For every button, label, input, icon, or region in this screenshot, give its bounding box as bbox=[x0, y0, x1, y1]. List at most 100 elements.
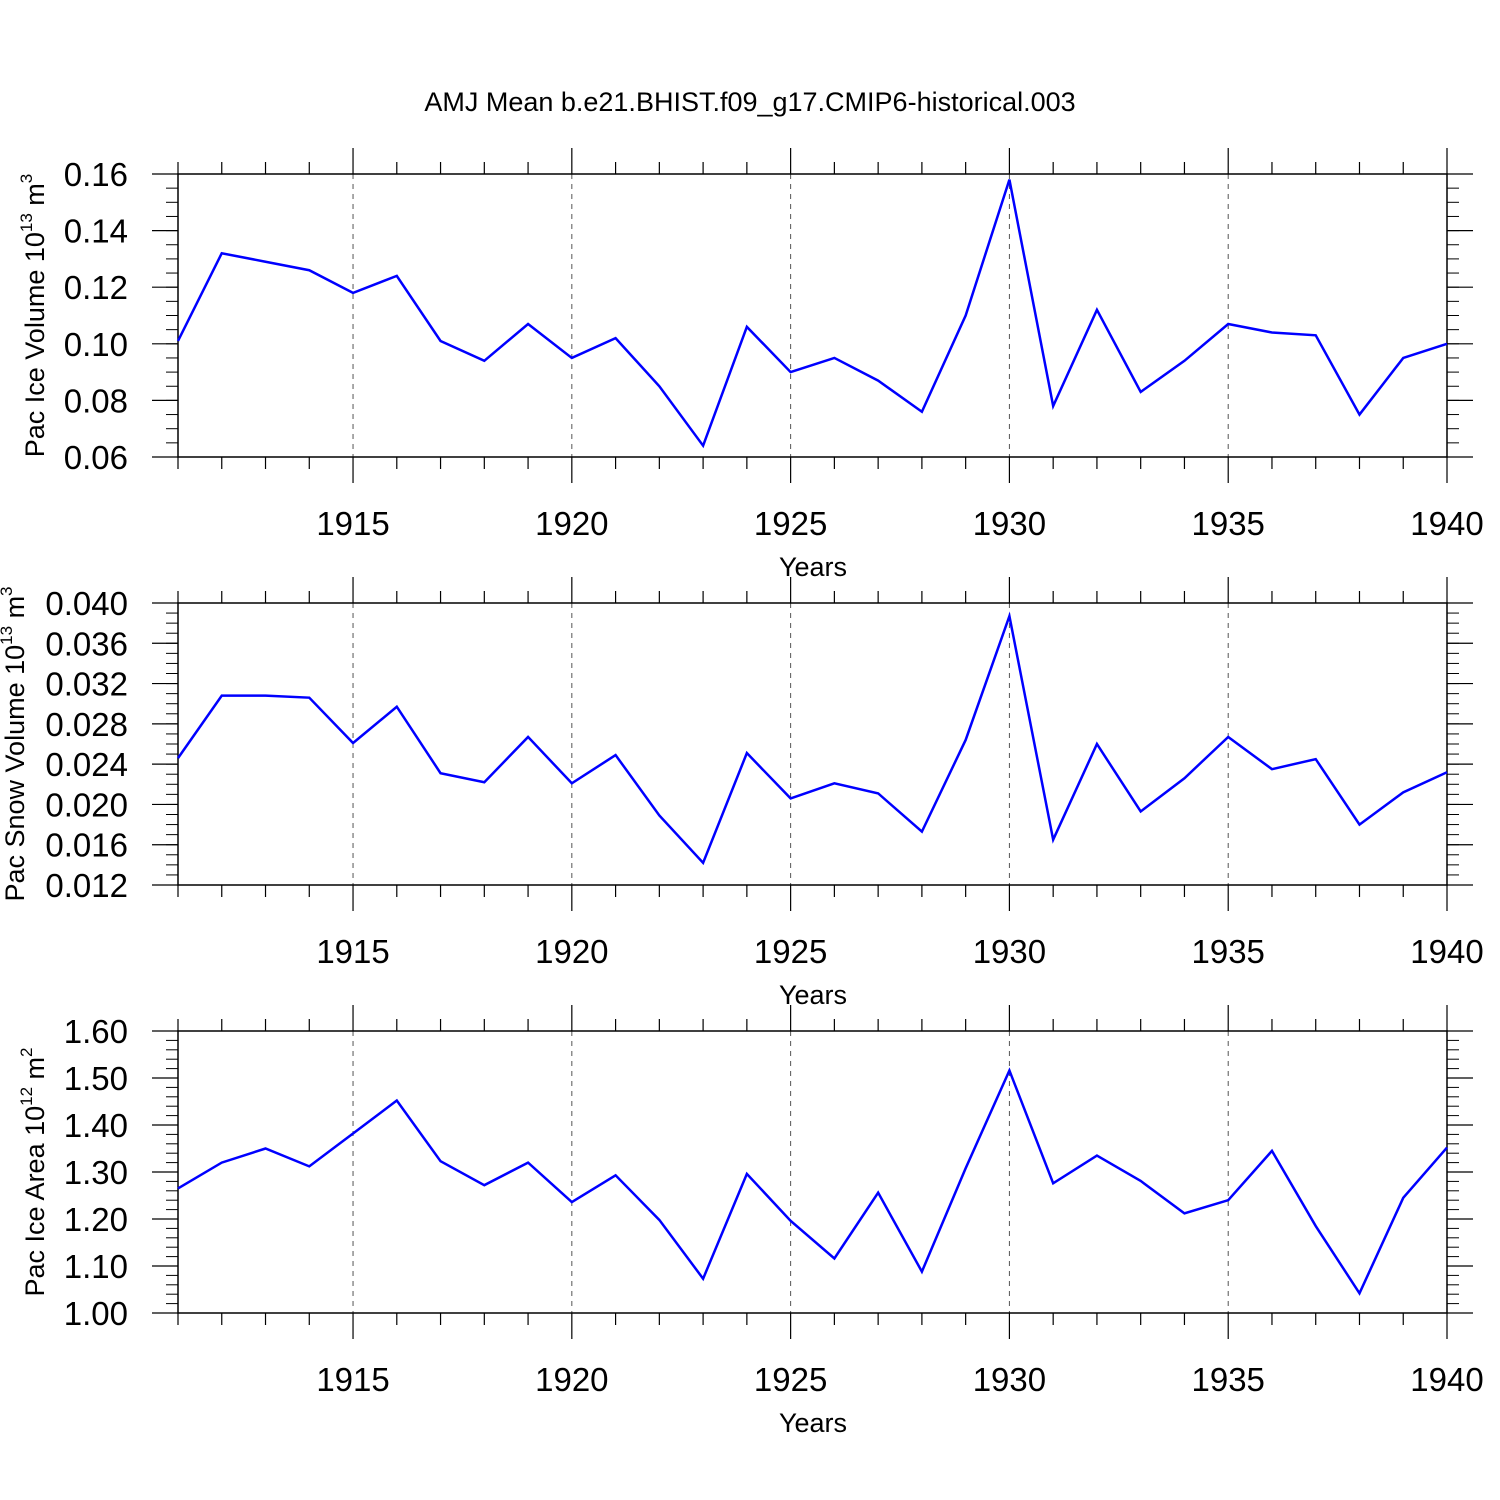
data-point bbox=[1358, 824, 1360, 826]
y-axis-label: Pac Ice Volume 1013 m3 bbox=[17, 174, 50, 458]
data-point bbox=[833, 782, 835, 784]
data-point bbox=[1052, 1182, 1054, 1184]
data-point bbox=[352, 1132, 354, 1134]
y-tick-label: 1.60 bbox=[64, 1013, 128, 1050]
y-tick-label: 1.20 bbox=[64, 1201, 128, 1238]
data-point bbox=[1183, 360, 1185, 362]
y-tick-label: 1.30 bbox=[64, 1154, 128, 1191]
y-tick-label: 0.12 bbox=[64, 269, 128, 306]
data-point bbox=[658, 815, 660, 817]
data-point bbox=[702, 862, 704, 864]
data-point bbox=[965, 739, 967, 741]
x-tick-label: 1940 bbox=[1410, 505, 1483, 542]
data-point bbox=[1008, 179, 1010, 181]
plot-frame bbox=[177, 173, 1448, 458]
data-point bbox=[177, 340, 179, 342]
data-point bbox=[790, 371, 792, 373]
y-tick-label: 0.024 bbox=[45, 746, 128, 783]
y-tick-label: 0.10 bbox=[64, 326, 128, 363]
x-tick-label: 1930 bbox=[973, 505, 1046, 542]
x-tick-label: 1920 bbox=[535, 1361, 608, 1398]
data-point bbox=[265, 695, 267, 697]
data-point bbox=[1140, 810, 1142, 812]
series-line bbox=[176, 611, 1448, 866]
data-point bbox=[483, 1184, 485, 1186]
data-point bbox=[1446, 771, 1448, 773]
data-point bbox=[877, 1192, 879, 1194]
y-tick-label: 1.50 bbox=[64, 1060, 128, 1097]
data-point bbox=[440, 772, 442, 774]
x-tick-label: 1915 bbox=[316, 933, 389, 970]
data-point bbox=[877, 792, 879, 794]
y-axis-label: Pac Ice Area 1012 m2 bbox=[17, 1047, 50, 1296]
plot-frame bbox=[177, 1030, 1448, 1314]
data-point bbox=[1402, 791, 1404, 793]
y-tick-label: 0.028 bbox=[45, 706, 128, 743]
x-tick-label: 1920 bbox=[535, 505, 608, 542]
series-line bbox=[176, 179, 1448, 449]
data-point bbox=[1358, 414, 1360, 416]
data-point bbox=[440, 340, 442, 342]
x-axis-label: Years bbox=[779, 552, 847, 582]
data-point bbox=[1183, 777, 1185, 779]
x-axis-label: Years bbox=[779, 1408, 847, 1438]
data-point bbox=[790, 797, 792, 799]
x-tick-label: 1940 bbox=[1410, 933, 1483, 970]
data-point bbox=[1271, 1150, 1273, 1152]
data-point bbox=[571, 1201, 573, 1203]
x-tick-label: 1925 bbox=[754, 933, 827, 970]
data-point bbox=[833, 1257, 835, 1259]
plot-frame bbox=[177, 602, 1448, 886]
data-point bbox=[658, 1219, 660, 1221]
data-point bbox=[352, 292, 354, 294]
x-axis-label: Years bbox=[779, 980, 847, 1010]
data-point bbox=[658, 385, 660, 387]
data-point bbox=[221, 695, 223, 697]
data-point bbox=[527, 323, 529, 325]
data-point bbox=[1008, 1069, 1010, 1071]
data-point bbox=[1096, 743, 1098, 745]
data-point bbox=[1402, 1197, 1404, 1199]
y-tick-label: 0.016 bbox=[45, 827, 128, 864]
data-point bbox=[702, 1278, 704, 1280]
data-point bbox=[1227, 323, 1229, 325]
y-tick-label: 1.40 bbox=[64, 1107, 128, 1144]
x-tick-label: 1940 bbox=[1410, 1361, 1483, 1398]
data-point bbox=[308, 269, 310, 271]
data-point bbox=[746, 326, 748, 328]
data-point bbox=[615, 754, 617, 756]
data-point bbox=[833, 357, 835, 359]
data-point bbox=[1315, 758, 1317, 760]
data-point bbox=[308, 697, 310, 699]
data-point bbox=[921, 411, 923, 413]
y-tick-label: 0.040 bbox=[45, 585, 128, 622]
data-point bbox=[440, 1160, 442, 1162]
data-point bbox=[790, 1220, 792, 1222]
data-point bbox=[877, 380, 879, 382]
data-point bbox=[265, 1148, 267, 1150]
y-tick-label: 0.012 bbox=[45, 867, 128, 904]
data-point bbox=[615, 337, 617, 339]
data-point bbox=[746, 752, 748, 754]
x-tick-label: 1930 bbox=[973, 1361, 1046, 1398]
data-point bbox=[483, 781, 485, 783]
data-point bbox=[527, 736, 529, 738]
data-point bbox=[615, 1174, 617, 1176]
chart-title: AMJ Mean b.e21.BHIST.f09_g17.CMIP6-histo… bbox=[424, 87, 1075, 117]
data-point bbox=[1446, 1147, 1448, 1149]
data-point bbox=[746, 1173, 748, 1175]
y-tick-label: 1.00 bbox=[64, 1295, 128, 1332]
data-point bbox=[265, 261, 267, 263]
data-point bbox=[1315, 1225, 1317, 1227]
data-point bbox=[221, 252, 223, 254]
x-tick-label: 1925 bbox=[754, 1361, 827, 1398]
data-point bbox=[1402, 357, 1404, 359]
series-line bbox=[177, 1067, 1448, 1296]
x-tick-label: 1915 bbox=[316, 505, 389, 542]
data-point bbox=[1096, 1155, 1098, 1157]
data-point bbox=[396, 275, 398, 277]
data-point bbox=[1140, 1180, 1142, 1182]
data-point bbox=[965, 1167, 967, 1169]
